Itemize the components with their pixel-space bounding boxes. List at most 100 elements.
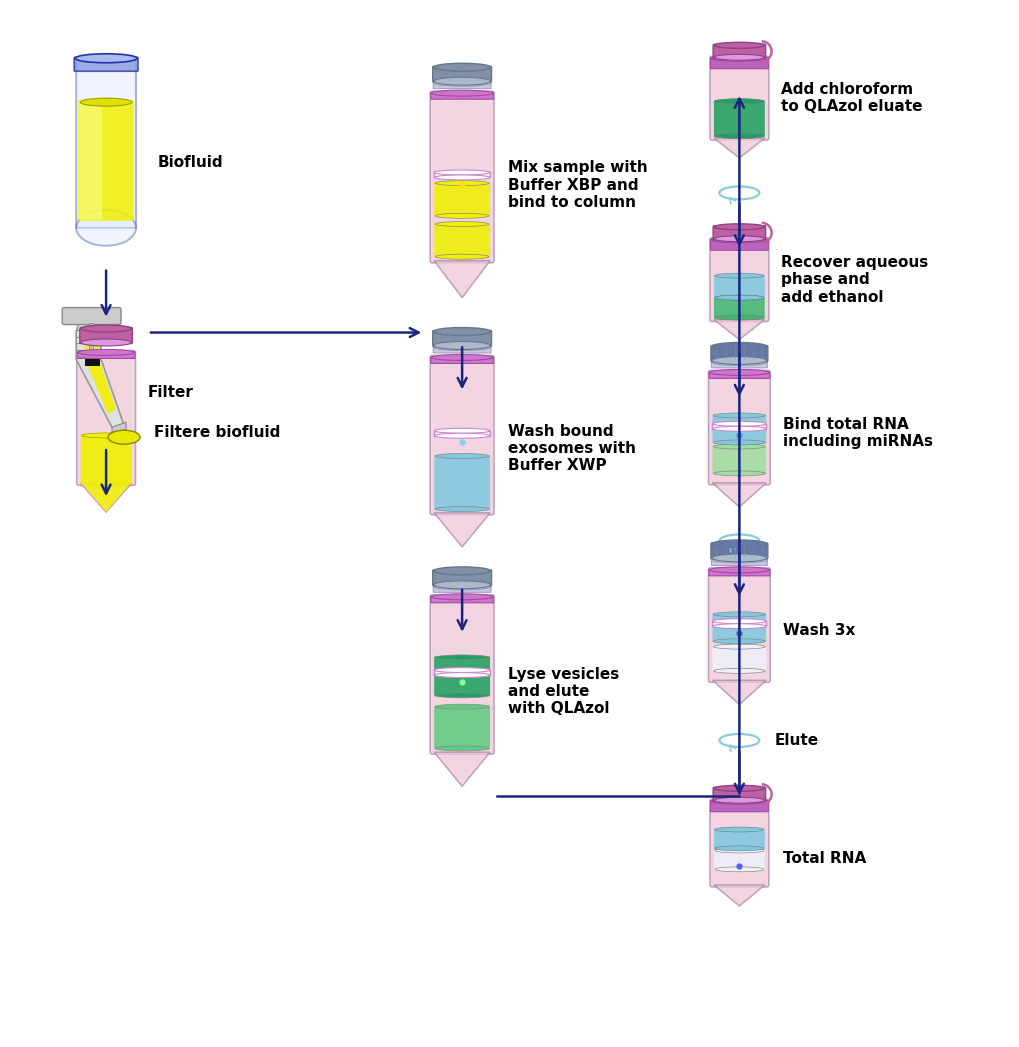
Ellipse shape [711, 624, 765, 628]
Ellipse shape [435, 655, 488, 660]
FancyBboxPatch shape [76, 59, 136, 228]
Ellipse shape [434, 428, 489, 433]
Polygon shape [713, 885, 764, 906]
Polygon shape [81, 484, 131, 512]
FancyBboxPatch shape [710, 346, 767, 361]
FancyBboxPatch shape [711, 614, 765, 642]
Polygon shape [434, 261, 489, 297]
Ellipse shape [712, 413, 764, 418]
Ellipse shape [75, 53, 137, 63]
Ellipse shape [711, 356, 766, 364]
Ellipse shape [714, 295, 763, 300]
Ellipse shape [714, 315, 763, 320]
Text: Wash bound
exosomes with
Buffer XWP: Wash bound exosomes with Buffer XWP [507, 423, 636, 473]
FancyBboxPatch shape [74, 58, 138, 71]
FancyBboxPatch shape [430, 595, 493, 754]
Ellipse shape [709, 566, 768, 573]
Polygon shape [85, 325, 116, 415]
Ellipse shape [712, 471, 764, 476]
Ellipse shape [82, 433, 130, 438]
Ellipse shape [435, 222, 488, 226]
FancyBboxPatch shape [711, 445, 765, 474]
Ellipse shape [713, 42, 764, 48]
Ellipse shape [435, 453, 488, 459]
FancyBboxPatch shape [430, 356, 493, 515]
Ellipse shape [711, 540, 766, 548]
FancyBboxPatch shape [430, 93, 493, 99]
Text: Lyse vesicles
and elute
with QLAzol: Lyse vesicles and elute with QLAzol [507, 667, 619, 716]
Ellipse shape [435, 745, 488, 751]
FancyBboxPatch shape [79, 102, 102, 220]
FancyBboxPatch shape [62, 308, 121, 325]
Ellipse shape [712, 639, 764, 644]
Ellipse shape [711, 619, 765, 624]
Ellipse shape [713, 224, 764, 229]
Ellipse shape [434, 433, 489, 439]
Polygon shape [713, 319, 764, 339]
Ellipse shape [435, 507, 488, 512]
Ellipse shape [434, 672, 489, 677]
FancyBboxPatch shape [708, 570, 769, 576]
FancyBboxPatch shape [432, 331, 491, 347]
FancyBboxPatch shape [710, 543, 767, 559]
FancyBboxPatch shape [712, 787, 765, 801]
Ellipse shape [713, 797, 764, 803]
Ellipse shape [108, 430, 140, 444]
Ellipse shape [713, 785, 764, 792]
FancyBboxPatch shape [713, 849, 764, 870]
Ellipse shape [433, 77, 490, 85]
FancyBboxPatch shape [433, 586, 490, 593]
Text: Elute: Elute [773, 733, 817, 748]
Ellipse shape [433, 584, 490, 589]
Ellipse shape [714, 846, 763, 851]
Ellipse shape [76, 209, 136, 246]
FancyBboxPatch shape [711, 646, 765, 672]
Ellipse shape [712, 611, 764, 617]
FancyBboxPatch shape [76, 351, 136, 486]
FancyBboxPatch shape [434, 173, 489, 177]
FancyBboxPatch shape [434, 670, 489, 675]
Polygon shape [85, 359, 100, 366]
FancyBboxPatch shape [711, 621, 765, 626]
Ellipse shape [435, 693, 488, 697]
Ellipse shape [433, 328, 490, 335]
Ellipse shape [713, 236, 764, 242]
FancyBboxPatch shape [434, 706, 489, 750]
Ellipse shape [433, 81, 490, 86]
FancyBboxPatch shape [708, 372, 769, 378]
FancyBboxPatch shape [77, 352, 135, 358]
Ellipse shape [433, 63, 490, 71]
FancyBboxPatch shape [711, 424, 765, 429]
Ellipse shape [714, 867, 763, 872]
Ellipse shape [434, 175, 489, 180]
Ellipse shape [711, 342, 766, 351]
FancyBboxPatch shape [430, 357, 493, 363]
Ellipse shape [431, 594, 492, 600]
FancyBboxPatch shape [709, 57, 768, 140]
Polygon shape [76, 314, 124, 431]
Ellipse shape [710, 55, 767, 62]
Ellipse shape [712, 644, 764, 649]
Ellipse shape [710, 798, 767, 804]
Ellipse shape [435, 254, 488, 260]
Polygon shape [713, 138, 764, 158]
Ellipse shape [433, 341, 490, 350]
Ellipse shape [712, 668, 764, 673]
Ellipse shape [714, 827, 763, 832]
Ellipse shape [712, 444, 764, 449]
FancyBboxPatch shape [710, 559, 766, 565]
FancyBboxPatch shape [434, 182, 489, 217]
FancyBboxPatch shape [710, 240, 767, 250]
FancyBboxPatch shape [710, 362, 766, 367]
Ellipse shape [709, 370, 768, 376]
Ellipse shape [434, 170, 489, 175]
Ellipse shape [435, 181, 488, 185]
FancyBboxPatch shape [708, 371, 769, 485]
FancyBboxPatch shape [709, 238, 768, 321]
Ellipse shape [714, 273, 763, 279]
FancyBboxPatch shape [432, 570, 491, 586]
Ellipse shape [81, 325, 131, 332]
FancyBboxPatch shape [713, 296, 764, 318]
Ellipse shape [712, 440, 764, 445]
FancyBboxPatch shape [710, 58, 767, 69]
